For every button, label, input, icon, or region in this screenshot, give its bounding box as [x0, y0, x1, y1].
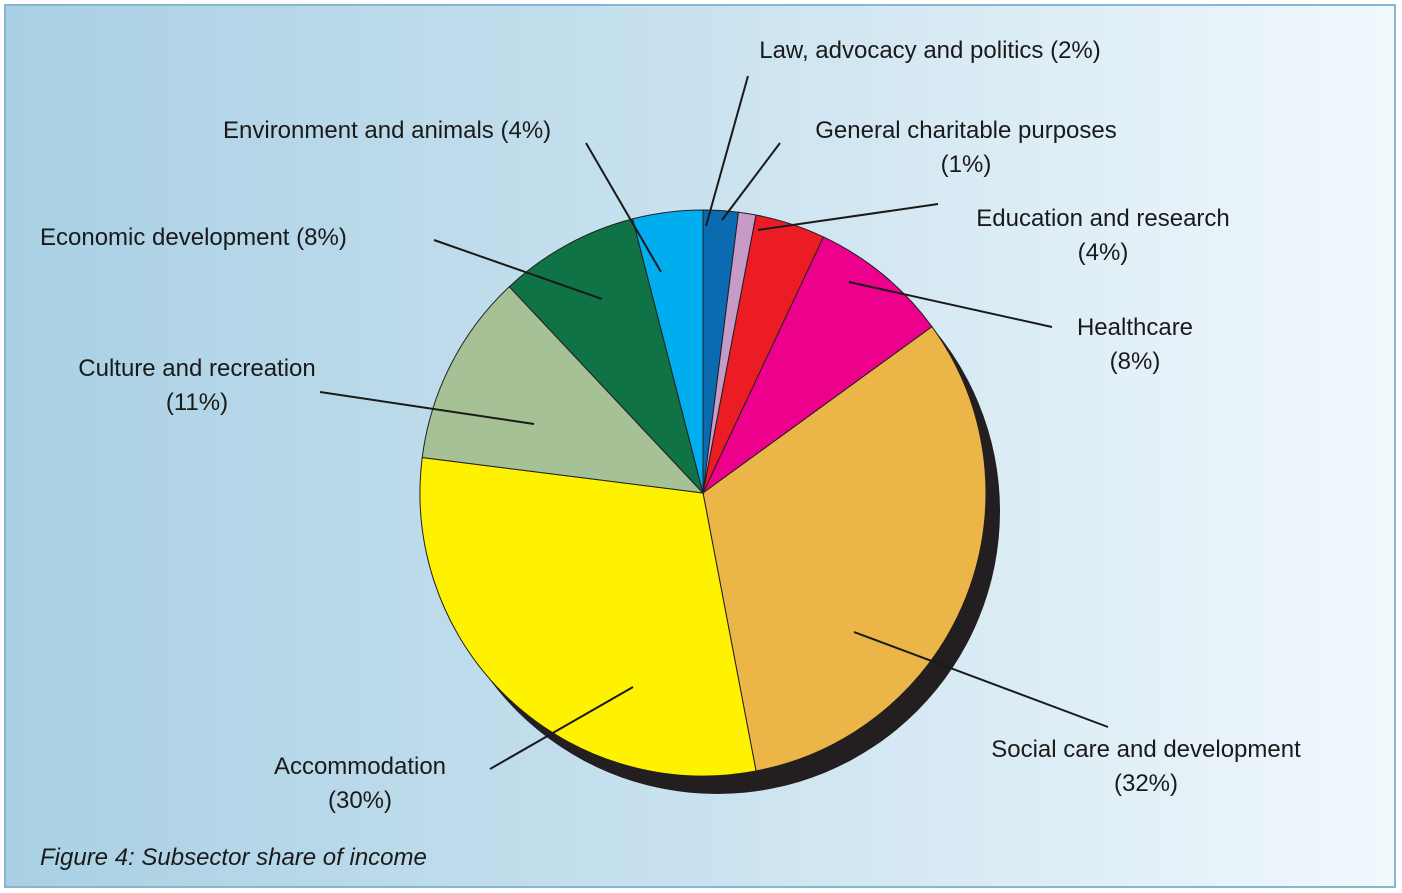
- leader-line: [705, 75, 749, 227]
- slice-label: Education and research (4%): [976, 205, 1230, 266]
- pie-slices: [419, 209, 987, 777]
- pie-slice-accommodation: [419, 456, 757, 777]
- pie-slice-culture-and-recreation: [421, 285, 705, 494]
- figure-caption: Figure 4: Subsector share of income: [40, 844, 427, 871]
- leader-line: [848, 281, 1053, 328]
- leader-lines: [319, 75, 1109, 770]
- pie-slice-economic-development: [508, 218, 704, 494]
- leader-line: [757, 203, 939, 231]
- slice-label: General charitable purposes (1%): [815, 117, 1117, 178]
- slice-label: Economic development (8%): [40, 224, 347, 251]
- pie-chart: Law, advocacy and politics (2%) General c…: [40, 37, 1301, 814]
- slice-label: Culture and recreation (11%): [78, 355, 315, 416]
- pie-slice-social-care-and-development: [702, 325, 987, 772]
- pie-slice-environment-and-animals: [632, 209, 704, 494]
- leader-line: [489, 686, 634, 770]
- leader-line: [319, 391, 535, 425]
- leader-line: [853, 631, 1109, 728]
- slice-label: Healthcare (8%): [1077, 314, 1193, 375]
- pie-slice-healthcare: [702, 236, 933, 494]
- slice-label: Law, advocacy and politics (2%): [759, 37, 1101, 64]
- slice-label: Environment and animals (4%): [223, 117, 551, 144]
- figure-panel: Law, advocacy and politics (2%) General c…: [4, 4, 1396, 888]
- leader-line: [433, 239, 603, 300]
- leader-line: [721, 142, 781, 221]
- slice-label: Social care and development (32%): [991, 736, 1301, 797]
- leader-line: [585, 142, 662, 273]
- slice-labels: Law, advocacy and politics (2%) General c…: [40, 37, 1301, 814]
- slice-label: Accommodation (30%): [274, 753, 446, 814]
